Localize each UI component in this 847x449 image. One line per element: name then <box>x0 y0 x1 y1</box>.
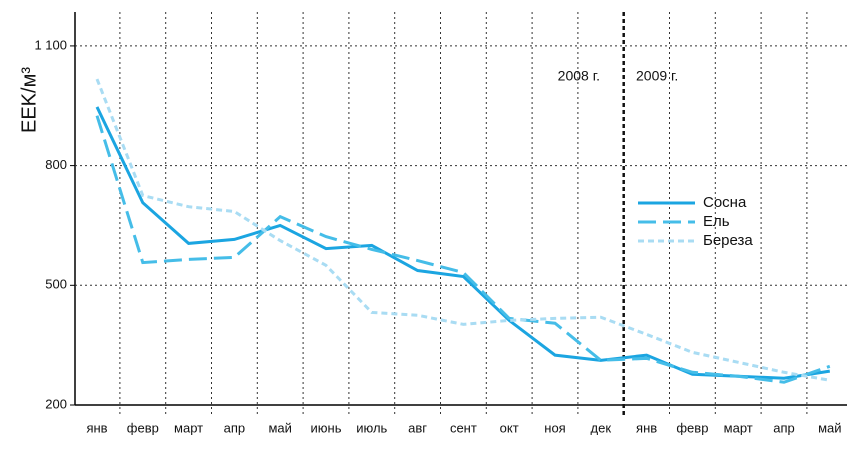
x-tick-label: окт <box>500 420 519 435</box>
annotation: 2009 г. <box>636 68 678 84</box>
x-tick-label: апр <box>224 420 246 435</box>
x-tick-label: ноя <box>544 420 565 435</box>
y-tick-label: 1 100 <box>34 37 67 52</box>
x-tick-label: февр <box>676 420 708 435</box>
x-tick-label: сент <box>450 420 477 435</box>
y-axis-label: EEK/м³ <box>18 67 40 133</box>
x-tick-label: янв <box>636 420 657 435</box>
x-tick-label: март <box>724 420 753 435</box>
y-tick-label: 500 <box>45 277 67 292</box>
x-tick-label: март <box>174 420 203 435</box>
legend-label: Ель <box>703 213 730 230</box>
x-tick-label: май <box>818 420 841 435</box>
legend-label: Сосна <box>703 194 747 211</box>
x-tick-label: янв <box>86 420 107 435</box>
x-tick-label: июнь <box>311 420 342 435</box>
y-tick-label: 800 <box>45 157 67 172</box>
legend-label: Береза <box>703 232 753 249</box>
x-tick-label: дек <box>591 420 612 435</box>
x-tick-label: июль <box>356 420 387 435</box>
x-tick-label: май <box>268 420 291 435</box>
x-tick-label: февр <box>127 420 159 435</box>
y-tick-label: 200 <box>45 396 67 411</box>
x-tick-label: авг <box>408 420 427 435</box>
x-tick-label: апр <box>773 420 795 435</box>
series-line <box>95 78 831 382</box>
series-line <box>95 115 831 384</box>
annotation: 2008 г. <box>558 68 600 84</box>
